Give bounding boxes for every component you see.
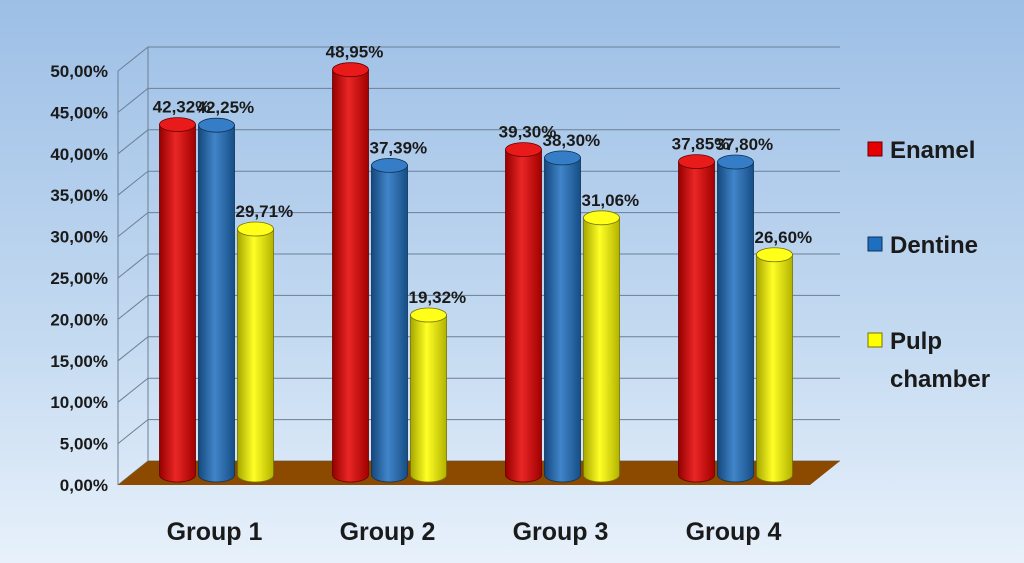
bar-body — [410, 314, 447, 483]
legend-label: chamber — [890, 366, 990, 393]
bar-top — [237, 221, 274, 237]
chart-floor — [118, 461, 840, 485]
x-tick-label: Group 2 — [340, 518, 436, 546]
bar-top — [159, 117, 196, 132]
legend-swatch — [867, 236, 883, 252]
bar-body — [505, 149, 542, 483]
bar — [237, 221, 274, 483]
bar-body — [371, 165, 408, 483]
bar-body — [159, 124, 196, 483]
y-tick-label: 15,00% — [50, 352, 108, 371]
x-tick-label: Group 3 — [513, 518, 609, 546]
data-label: 26,60% — [755, 228, 813, 247]
legend-swatch — [867, 332, 883, 348]
x-tick-label: Group 4 — [686, 518, 782, 546]
data-label: 37,85% — [672, 135, 730, 154]
legend: Enamel Dentine Pulp chamber — [867, 137, 990, 393]
bar — [410, 307, 447, 483]
data-label: 29,71% — [236, 202, 294, 221]
y-tick-label: 35,00% — [50, 186, 108, 205]
bar — [159, 117, 196, 483]
y-tick-label: 25,00% — [50, 269, 108, 288]
data-label: 48,95% — [326, 43, 384, 62]
legend-label: Enamel — [890, 137, 975, 164]
bar-top — [410, 307, 447, 323]
legend-label: Dentine — [890, 232, 978, 259]
data-label: 42,32% — [153, 98, 211, 117]
legend-label: Pulp — [890, 328, 942, 355]
y-tick-label: 5,00% — [60, 435, 108, 454]
bar-body — [544, 157, 581, 483]
bar-body — [583, 217, 620, 483]
data-label: 37,80% — [716, 135, 774, 154]
y-tick-label: 10,00% — [50, 393, 108, 412]
bar — [505, 142, 542, 483]
y-tick-label: 50,00% — [50, 62, 108, 81]
data-label: 42,25% — [197, 98, 255, 117]
bar-top — [583, 210, 620, 226]
data-label: 19,32% — [409, 288, 467, 307]
data-label: 37,39% — [370, 138, 428, 157]
bar-top — [505, 142, 542, 157]
data-label: 38,30% — [543, 131, 601, 150]
bar — [332, 62, 369, 483]
bar-body — [678, 161, 715, 483]
bar — [678, 154, 715, 483]
bar-top — [371, 158, 408, 173]
bar-body — [198, 124, 235, 483]
y-axis-ticks: 0,00% 5,00% 10,00% 15,00% 20,00% 25,00% 30,00%… — [50, 62, 108, 495]
bar — [717, 154, 754, 483]
bar-body — [756, 254, 793, 483]
bar-top — [678, 154, 715, 170]
bar — [544, 150, 581, 483]
bar-top — [717, 154, 754, 170]
y-tick-label: 45,00% — [50, 103, 108, 122]
y-tick-label: 20,00% — [50, 310, 108, 329]
data-label: 39,30% — [499, 123, 557, 142]
data-labels: 42,32%42,25% 29,71% 48,95% 37,39% 19,32% 39,3… — [153, 43, 813, 307]
bar-top — [198, 117, 235, 133]
bar — [371, 158, 408, 483]
y-tick-label: 30,00% — [50, 228, 108, 247]
x-tick-label: Group 1 — [167, 518, 263, 546]
bar-top — [756, 247, 793, 263]
y-tick-label: 40,00% — [50, 145, 108, 164]
bar-top — [544, 150, 581, 166]
bar — [198, 117, 235, 483]
bar — [583, 210, 620, 483]
bars — [159, 62, 793, 483]
bar-body — [332, 69, 369, 483]
y-tick-label: 0,00% — [60, 476, 108, 495]
bar-body — [237, 228, 274, 483]
bar — [756, 247, 793, 483]
legend-swatch — [867, 141, 883, 157]
bar-body — [717, 161, 754, 483]
data-label: 31,06% — [582, 191, 640, 210]
bar-top — [332, 62, 369, 78]
